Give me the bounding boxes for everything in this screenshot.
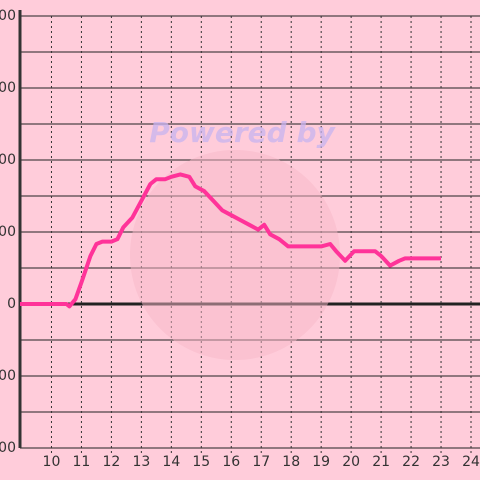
x-tick-label: 18 bbox=[282, 454, 300, 470]
watermark: Powered by bbox=[149, 116, 336, 149]
plot: -6,000 -3,000 0 3,000 6,000 9,000 12,000 10 11 12… bbox=[0, 8, 480, 470]
x-tick-label: 10 bbox=[43, 454, 61, 470]
y-tick-label: 0 bbox=[7, 296, 16, 312]
x-tick-label: 24 bbox=[462, 454, 480, 470]
x-tick-label: 20 bbox=[342, 454, 360, 470]
x-tick-label: 23 bbox=[432, 454, 450, 470]
x-tick-label: 17 bbox=[252, 454, 270, 470]
x-tick-label: 16 bbox=[222, 454, 240, 470]
y-tick-label: 9,000 bbox=[0, 80, 16, 96]
x-tick-label: 13 bbox=[132, 454, 150, 470]
y-tick-label: 3,000 bbox=[0, 224, 16, 240]
x-tick-label: 11 bbox=[73, 454, 91, 470]
y-tick-label: -3,000 bbox=[0, 368, 16, 384]
x-tick-label: 14 bbox=[162, 454, 180, 470]
y-tick-label: 12,000 bbox=[0, 8, 16, 24]
x-tick-label: 21 bbox=[372, 454, 390, 470]
x-tick-label: 15 bbox=[192, 454, 210, 470]
y-tick-label: -6,000 bbox=[0, 440, 16, 456]
watermark-image bbox=[130, 150, 340, 360]
line bbox=[20, 172, 442, 309]
x-tick-label: 19 bbox=[312, 454, 330, 470]
y-tick-label: 6,000 bbox=[0, 152, 16, 168]
x-tick-label: 22 bbox=[402, 454, 420, 470]
x-tick-label: 12 bbox=[102, 454, 120, 470]
